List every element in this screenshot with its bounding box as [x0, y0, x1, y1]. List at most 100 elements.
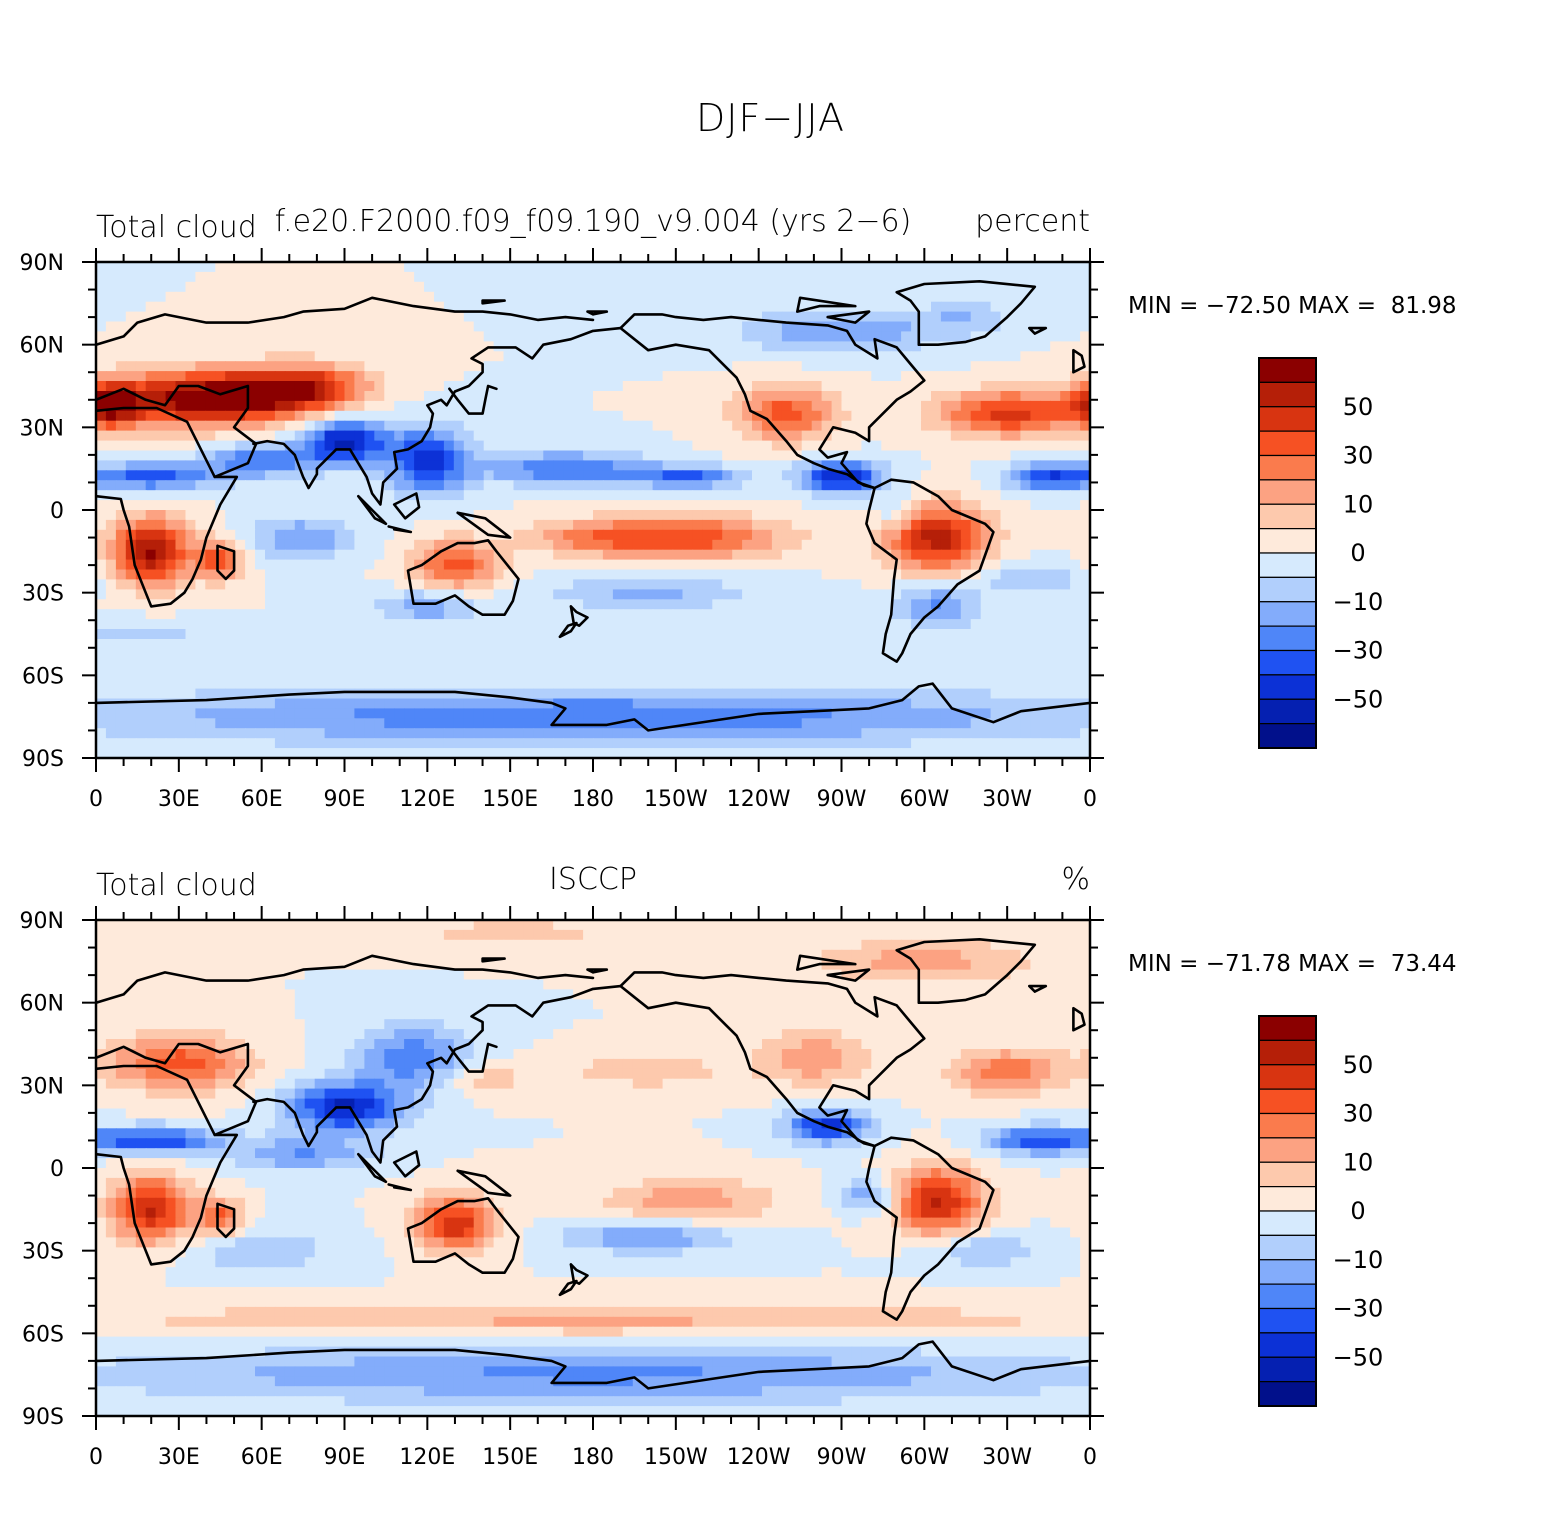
contour-field	[96, 262, 1090, 758]
coastline	[96, 954, 595, 1004]
lon-tick-label: 90W	[817, 1445, 867, 1470]
colorbar-swatch	[1258, 1234, 1317, 1261]
lon-tick-label: 120E	[399, 1445, 455, 1470]
coastline	[356, 1152, 388, 1184]
colorbar-label: 50	[1343, 393, 1374, 421]
coastline	[1072, 1006, 1086, 1032]
coastline	[216, 544, 236, 581]
coastline	[586, 310, 609, 316]
coastline	[96, 1340, 1090, 1390]
lat-tick-label: 90S	[22, 1405, 64, 1430]
colorbar-label: −50	[1333, 1343, 1384, 1371]
colorbar-swatch	[1258, 1112, 1317, 1139]
colorbar-swatch	[1258, 1186, 1317, 1212]
panel-units: %	[1061, 862, 1090, 897]
min-max-readout: MIN = −71.78 MAX = 73.44	[1128, 951, 1457, 977]
coastline	[865, 1136, 995, 1321]
colorbar: 50 30 10 0 −10 −30 −50	[1258, 357, 1384, 749]
axis-ticks	[82, 248, 1104, 772]
coastline	[96, 296, 595, 346]
map-plot: 90N 60N 30N 0 30S 60S 90S 0 30E 60E 90E 120E 150E 180…	[20, 248, 1384, 812]
axis-ticks	[82, 906, 1104, 1430]
lon-tick-label: 180	[572, 787, 614, 812]
colorbar-label: 0	[1350, 1197, 1365, 1225]
lon-tick-label: 150W	[644, 787, 708, 812]
coastline	[387, 1183, 413, 1192]
coastline	[619, 984, 876, 1148]
coastline	[96, 406, 239, 608]
colorbar-label: 10	[1343, 490, 1374, 518]
panel-left-title: Total cloud	[96, 210, 257, 245]
coastline	[586, 968, 609, 974]
coastline	[826, 310, 871, 324]
coastline	[448, 384, 498, 415]
min-value: MIN = −71.78	[1128, 951, 1291, 977]
lat-tick-label: 60S	[22, 664, 64, 689]
coastline	[1028, 326, 1048, 335]
lon-tick-label: 120W	[727, 787, 791, 812]
contour-field	[96, 920, 1090, 1416]
min-max-readout: MIN = −72.50 MAX = 81.98	[1128, 293, 1457, 319]
figure-title: DJF−JJA	[696, 96, 845, 140]
lat-tick-label: 0	[50, 499, 64, 524]
lat-tick-label: 90N	[20, 909, 64, 934]
colorbar-swatch	[1258, 576, 1317, 603]
lon-tick-label: 90E	[324, 1445, 366, 1470]
coastline	[456, 1169, 512, 1197]
colorbar-swatch	[1258, 1210, 1317, 1236]
lon-tick-label: 30W	[982, 787, 1032, 812]
map-panel-isccp: 90N 60N 30N 0 30S 60S 90S 0 30E 60E 90E 120E 150E 180…	[0, 853, 1541, 1513]
coastline	[619, 326, 876, 490]
lon-tick-label: 120W	[727, 1445, 791, 1470]
colorbar-swatch	[1258, 1283, 1317, 1310]
panel-center-title: f.e20.F2000.f09_f09.190_v9.004 (yrs 2−6)	[274, 204, 912, 239]
colorbar-label: −30	[1333, 637, 1384, 665]
colorbar-swatch	[1258, 357, 1317, 383]
coastline	[795, 954, 857, 971]
colorbar-swatch	[1258, 503, 1317, 530]
lon-tick-label: 0	[89, 787, 103, 812]
colorbar-swatch	[1258, 1332, 1317, 1358]
lon-tick-label: 150E	[482, 787, 538, 812]
coastline	[619, 971, 926, 1148]
lon-tick-label: 30W	[982, 1445, 1032, 1470]
colorbar-swatch	[1258, 1381, 1317, 1407]
colorbar-swatch	[1258, 601, 1317, 627]
colorbar-swatch	[1258, 528, 1317, 554]
colorbar-label: −10	[1333, 1246, 1384, 1274]
lon-tick-label: 60W	[899, 787, 949, 812]
lon-tick-label: 150E	[482, 1445, 538, 1470]
lat-tick-label: 30N	[20, 416, 64, 441]
colorbar-label: −30	[1333, 1295, 1384, 1323]
lat-tick-label: 60N	[20, 334, 64, 359]
lon-tick-label: 30E	[158, 1445, 200, 1470]
lat-tick-label: 60N	[20, 992, 64, 1017]
colorbar-swatch	[1258, 454, 1317, 481]
coastline	[1072, 348, 1086, 374]
lon-tick-label: 60E	[241, 787, 283, 812]
lat-tick-label: 30S	[22, 582, 64, 607]
lon-tick-label: 150W	[644, 1445, 708, 1470]
coastline	[558, 1279, 578, 1297]
colorbar-swatch	[1258, 1015, 1317, 1041]
colorbar-swatch	[1258, 552, 1317, 578]
coastline	[456, 511, 512, 539]
colorbar-swatch	[1258, 381, 1317, 408]
min-value: MIN = −72.50	[1128, 293, 1291, 319]
coastline	[392, 1150, 421, 1178]
lon-tick-label: 30E	[158, 787, 200, 812]
coastline	[356, 494, 388, 526]
coastline	[569, 1263, 589, 1286]
lon-tick-label: 90E	[324, 787, 366, 812]
lon-tick-label: 180	[572, 1445, 614, 1470]
lat-tick-label: 0	[50, 1157, 64, 1182]
colorbar-swatch	[1258, 430, 1317, 457]
coastline	[448, 1042, 498, 1073]
colorbar-swatch	[1258, 649, 1317, 676]
colorbar-swatch	[1258, 1064, 1317, 1090]
colorbar-label: 10	[1343, 1148, 1374, 1176]
coastline	[392, 492, 421, 520]
lon-tick-label: 120E	[399, 787, 455, 812]
coastline	[252, 984, 622, 1164]
lon-tick-label: 0	[1083, 787, 1097, 812]
